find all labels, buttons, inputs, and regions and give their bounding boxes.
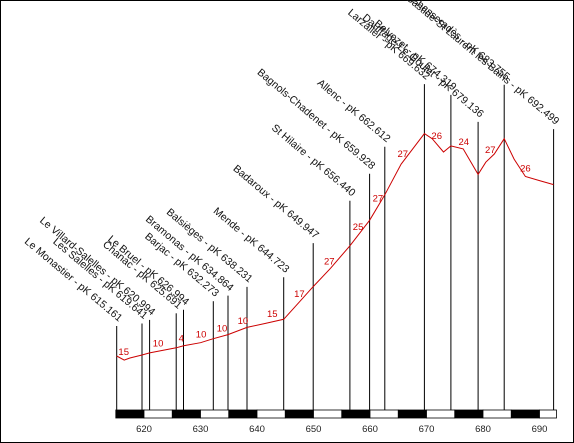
scale-bar-segment [115, 409, 145, 419]
grade-label: 10 [217, 323, 228, 334]
grade-label: 27 [398, 149, 409, 160]
x-tick-label: 690 [532, 424, 548, 435]
station-label: Mende - pK 644.723 [211, 205, 292, 275]
scale-bar-segment [397, 409, 427, 419]
grade-label: 27 [324, 257, 335, 268]
x-tick-label: 660 [362, 424, 378, 435]
scale-bar-segment [256, 409, 286, 419]
grade-label: 10 [153, 338, 164, 349]
x-tick-label: 680 [475, 424, 491, 435]
km-scale-bar [115, 409, 557, 419]
scale-bar-segment [228, 409, 258, 419]
scale-bar-segment [171, 409, 202, 419]
x-axis-ticks: 620 630 640 650 660 670 680 690 [136, 424, 547, 435]
scale-bar-segment [426, 409, 456, 419]
scale-bar-segment [313, 409, 343, 419]
grade-label: 24 [459, 137, 470, 148]
x-tick-label: 620 [136, 424, 152, 435]
grade-label: 17 [294, 289, 305, 300]
profile-layer [116, 132, 554, 361]
scale-bar-segment [454, 409, 484, 419]
scale-bar-segment [482, 409, 512, 419]
grade-label: 25 [353, 222, 364, 233]
station-label: St Hilaire - pK 656.440 [269, 122, 358, 199]
station-label: Dauffage-Le Goulet - pK 679.136 [360, 12, 486, 121]
x-tick-label: 640 [249, 424, 265, 435]
grade-label: 26 [520, 164, 531, 175]
grade-label: 10 [196, 330, 207, 341]
grade-labels: 15 10 4 10 10 10 15 17 27 25 27 27 26 24 27 26 [118, 131, 530, 358]
grade-label: 15 [118, 347, 129, 358]
x-tick-label: 670 [419, 424, 435, 435]
x-tick-label: 630 [193, 424, 209, 435]
scale-bar-segment [341, 409, 371, 419]
station-lines [116, 84, 555, 410]
elevation-profile-line [116, 132, 554, 361]
grade-label: 27 [373, 193, 384, 204]
grade-label: 27 [485, 145, 496, 156]
scale-bar-segment [369, 409, 399, 419]
grade-label: 4 [179, 333, 184, 344]
grade-label: 26 [431, 131, 442, 142]
scale-bar-segment [284, 409, 314, 419]
grade-label: 10 [238, 316, 249, 327]
scale-bar-segment [200, 409, 230, 419]
x-tick-label: 650 [306, 424, 322, 435]
scale-bar-segment [143, 409, 173, 419]
scale-bar-segment [510, 409, 540, 419]
scale-bar-segment [539, 409, 557, 419]
grade-label: 15 [267, 309, 278, 320]
